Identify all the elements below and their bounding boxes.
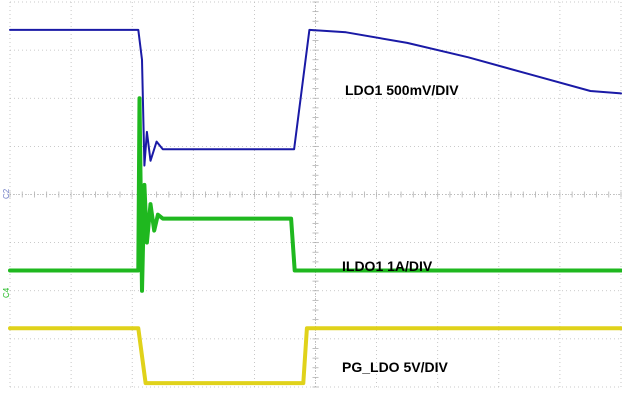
trace-ldo1 — [9, 28, 622, 167]
pg-ldo-label: PG_LDO 5V/DIV — [342, 359, 448, 375]
channel-markers: C2 C4 — [2, 188, 11, 298]
trace-pg-ldo — [8, 326, 622, 386]
ildo1-current-label: ILDO1 1A/DIV — [342, 258, 433, 274]
channel-marker-c4: C4 — [2, 287, 11, 298]
ldo1-voltage-label: LDO1 500mV/DIV — [345, 82, 459, 98]
trace-labels: LDO1 500mV/DIV ILDO1 1A/DIV PG_LDO 5V/DI… — [342, 82, 459, 375]
traces — [8, 28, 622, 386]
trace-ildo1 — [8, 96, 622, 293]
channel-marker-c2: C2 — [2, 188, 11, 199]
